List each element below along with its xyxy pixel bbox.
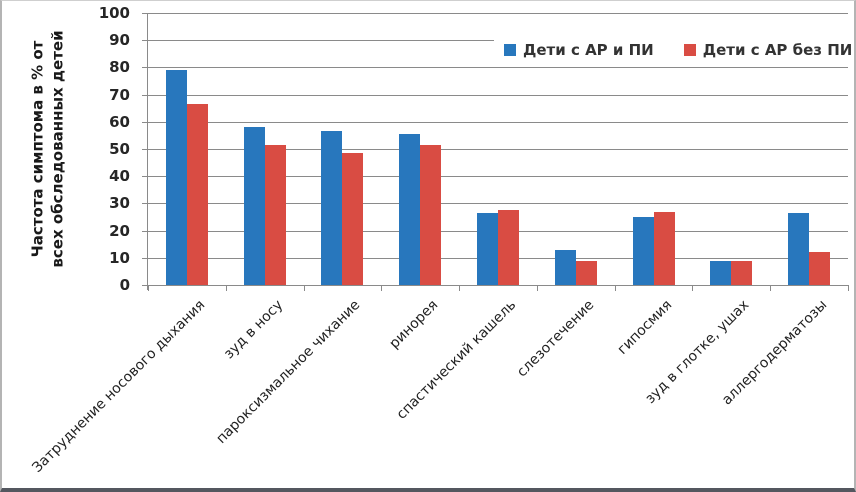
bar-series2 <box>654 212 675 285</box>
x-axis-label: ринорея <box>386 297 442 352</box>
y-axis-tick <box>142 121 148 123</box>
y-tick-label: 90 <box>109 31 130 50</box>
y-axis-tick <box>142 13 148 14</box>
gridline <box>148 176 848 178</box>
y-tick-label: 0 <box>119 276 130 294</box>
x-axis-tick <box>770 285 771 291</box>
bar-series2 <box>342 153 363 285</box>
bar-series1 <box>166 70 187 285</box>
x-axis-tick <box>304 285 305 291</box>
bar-series2 <box>731 261 752 285</box>
y-axis-tick <box>142 149 148 150</box>
plot-area <box>142 13 849 291</box>
y-tick-label: 10 <box>109 248 130 267</box>
y-axis-tick <box>142 67 148 69</box>
x-axis-tick <box>381 285 382 291</box>
bar-series1 <box>633 217 654 285</box>
legend: Дети с АР и ПИ Дети с АР без ПИ <box>494 38 854 62</box>
x-axis-label: слезотечение <box>513 297 598 381</box>
x-axis-tick <box>148 285 149 291</box>
y-tick-label: 80 <box>109 58 130 77</box>
y-tick-label: 40 <box>109 167 130 186</box>
bar-series1 <box>555 250 576 285</box>
x-axis-tick <box>848 285 849 291</box>
bar-series2 <box>576 261 597 285</box>
y-tick-label: 20 <box>109 221 130 240</box>
gridline <box>148 203 848 205</box>
y-tick-label: 50 <box>109 140 130 158</box>
x-axis-tick <box>692 285 693 291</box>
y-tick-label: 60 <box>109 112 130 131</box>
legend-label: Дети с АР и ПИ <box>523 41 654 59</box>
x-axis-label: гипосмия <box>614 297 675 358</box>
bar-series1 <box>788 213 809 285</box>
bar-series1 <box>710 261 731 285</box>
x-axis-line <box>143 285 848 286</box>
y-axis-tick <box>142 203 148 205</box>
legend-item: Дети с АР и ПИ <box>504 41 654 59</box>
legend-item: Дети с АР без ПИ <box>683 41 853 59</box>
x-axis-label: зуд в носу <box>220 297 286 363</box>
y-axis-tick <box>142 94 148 96</box>
y-axis-tick <box>142 285 148 286</box>
legend-label: Дети с АР без ПИ <box>702 41 853 59</box>
x-axis-label: пароксизмальное чихание <box>213 297 364 447</box>
gridline <box>148 121 848 123</box>
y-tick-label: 30 <box>109 194 130 213</box>
gridline <box>148 13 848 14</box>
gridline <box>148 67 848 69</box>
x-axis-tick <box>615 285 616 291</box>
x-axis-label: Затруднение носового дыхания <box>29 297 209 476</box>
x-axis-tick <box>459 285 460 291</box>
bar-series1 <box>477 213 498 285</box>
legend-swatch-icon <box>683 44 696 56</box>
y-axis-tick <box>142 257 148 259</box>
bar-series1 <box>321 131 342 285</box>
gridline <box>148 149 848 150</box>
y-axis-tick <box>142 176 148 178</box>
y-axis-tick <box>142 230 148 232</box>
bar-series2 <box>809 252 830 285</box>
y-axis-tick <box>142 40 148 42</box>
bar-series2 <box>420 145 441 285</box>
bar-series1 <box>399 134 420 285</box>
y-axis-title-line1: Частота симптома в % от <box>28 40 47 258</box>
y-tick-label: 70 <box>109 85 130 104</box>
bar-series2 <box>187 104 208 285</box>
y-tick-label: 100 <box>98 4 130 22</box>
bar-series2 <box>265 145 286 285</box>
y-axis-title-line2: всех обследованных детей <box>48 30 66 268</box>
y-axis-title: Частота симптома в % от всех обследованн… <box>29 30 68 267</box>
gridline <box>148 94 848 96</box>
bar-series1 <box>244 127 265 285</box>
x-axis-tick <box>226 285 227 291</box>
legend-swatch-icon <box>504 44 516 56</box>
x-axis-tick <box>537 285 538 291</box>
bar-series2 <box>498 210 519 285</box>
y-axis-line <box>147 13 148 290</box>
